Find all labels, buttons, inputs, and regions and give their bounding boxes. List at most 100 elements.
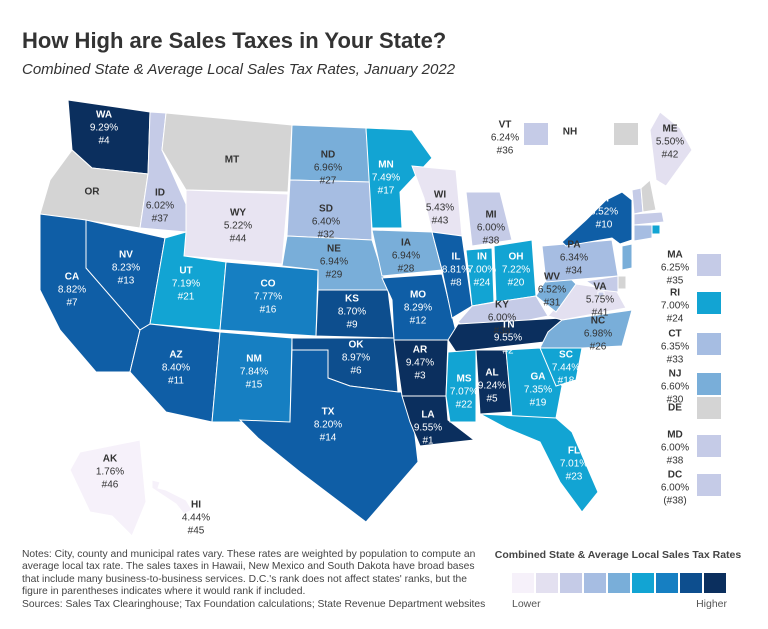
state-abbr: NY [597,194,611,205]
state-abbr: DE [668,403,682,414]
state-abbr: TN [501,320,514,331]
state-rate: 7.49% [372,173,400,184]
state-rate: 7.00% [468,265,496,276]
state-rank: #29 [326,270,343,281]
state-rate: 8.29% [404,303,432,314]
notes: Notes: City, county and municipal rates … [22,549,492,611]
state-abbr: IL [452,252,461,263]
state-rate: 6.25% [661,263,689,274]
state-abbr: ID [155,188,165,199]
state-rate: 6.02% [146,201,174,212]
state-rate: 8.81% [442,265,470,276]
state-rate: 6.96% [314,163,342,174]
state-rank: #17 [378,186,395,197]
callout-box [697,333,721,355]
state-rank: #14 [320,433,337,444]
state-rate: 7.00% [661,301,689,312]
state-rank: #13 [118,276,135,287]
notes-text: Notes: City, county and municipal rates … [22,549,476,598]
state-rate: 9.55% [494,333,522,344]
state-rank: #19 [530,398,547,409]
state-abbr: WI [434,190,446,201]
state-rank: #26 [590,342,607,353]
callout-box [697,474,721,496]
state-rate: 7.84% [240,367,268,378]
state-rate: 6.94% [320,257,348,268]
state-rate: 7.19% [172,279,200,290]
state-rank: #15 [246,380,263,391]
state-rank: #34 [566,266,583,277]
state-rate: 8.82% [58,285,86,296]
state-shape [539,309,633,349]
state-rate: 8.20% [314,420,342,431]
state-rate: 1.76% [96,467,124,478]
state-abbr: MD [667,430,683,441]
state-abbr: IN [477,252,487,263]
state-rate: 6.35% [661,342,689,353]
state-abbr: KY [495,300,509,311]
state-rate: 6.52% [538,285,566,296]
state-rate: 6.98% [584,329,612,340]
state-rate: 8.23% [112,263,140,274]
state-rate: 7.01% [560,459,588,470]
state-shape [465,191,513,247]
state-rate: 8.70% [338,307,366,318]
legend-swatch [560,573,582,593]
state-rank: #4 [98,136,110,147]
subtitle: Combined State & Average Local Sales Tax… [22,61,456,78]
state-abbr: MT [225,155,239,166]
state-rate: 5.50% [656,137,684,148]
legend-swatch [536,573,558,593]
state-rate: 4.44% [182,513,210,524]
state-rate: 7.44% [552,363,580,374]
state-rate: 9.55% [414,423,442,434]
state-rank: #36 [497,146,514,157]
state-shape [633,211,665,226]
state-abbr: ME [663,124,678,135]
state-abbr: AK [103,454,118,465]
legend-swatch [608,573,630,593]
state-rank: #1 [422,436,434,447]
state-rank: #3 [414,371,426,382]
state-shape [651,224,661,235]
state-abbr: VT [499,120,512,131]
callout-box [697,435,721,457]
state-shape [617,275,627,290]
state-rank: #32 [318,230,335,241]
state-rank: (#38) [663,496,686,507]
state-shape [445,349,477,423]
state-rank: #21 [178,292,195,303]
state-shape [183,189,289,265]
state-rank: #9 [346,320,358,331]
state-rank: #30 [667,395,684,406]
legend-swatch [512,573,534,593]
state-abbr: CO [261,279,276,290]
title: How High are Sales Taxes in Your State? [22,28,446,53]
state-rank: #28 [398,264,415,275]
state-rate: 7.07% [450,387,478,398]
state-rank: #42 [662,150,679,161]
state-shape [649,111,693,187]
callout-box [697,292,721,314]
legend [512,573,726,593]
state-rate: 6.00% [488,313,516,324]
state-rank: #41 [592,308,609,319]
state-rate: 6.34% [560,253,588,264]
state-rank: #5 [486,394,498,405]
state-rate: 8.40% [162,363,190,374]
state-rate: 5.75% [586,295,614,306]
state-rate: 6.24% [491,133,519,144]
state-abbr: MO [410,290,426,301]
state-rank: #33 [667,355,684,366]
state-abbr: NM [246,354,262,365]
legend-high: Higher [696,598,727,610]
state-rate: 9.47% [406,358,434,369]
state-abbr: HI [191,500,201,511]
state-shape [238,349,419,523]
state-rank: #43 [432,216,449,227]
state-abbr: RI [670,288,680,299]
callout-box [697,254,721,276]
state-abbr: IA [401,238,411,249]
state-abbr: MS [457,374,472,385]
